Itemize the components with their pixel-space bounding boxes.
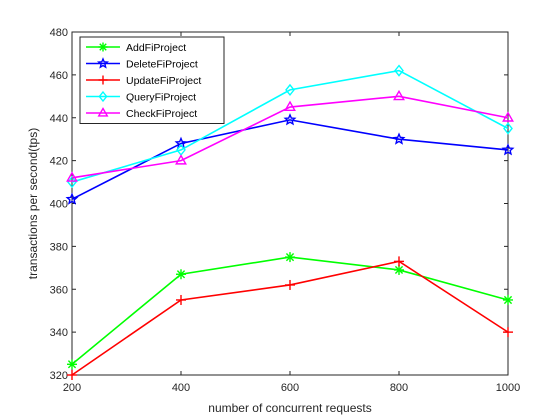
series-line: [71, 119, 509, 200]
data-point: [285, 252, 295, 263]
legend-label: CheckFiProject: [126, 108, 197, 120]
plus-marker: [98, 75, 108, 85]
series-CheckFiProject: [66, 89, 514, 182]
legend: AddFiProject DeleteFiProject UpdateFiProje…: [79, 36, 225, 124]
data-point: [175, 154, 187, 165]
legend-item: DeleteFiProject: [86, 57, 198, 71]
data-point: [393, 89, 405, 101]
data-point: [176, 269, 186, 280]
x-tick-label: 200: [63, 382, 81, 394]
diamond-marker: [394, 64, 404, 77]
diamond-marker: [285, 83, 295, 97]
diamond-marker: [98, 90, 108, 103]
x-axis-label: number of concurrent requests: [208, 401, 371, 415]
triangle-marker: [175, 154, 187, 165]
asterisk-marker: [98, 42, 108, 52]
legend-label: QueryFiProject: [126, 92, 196, 104]
data-point: [394, 256, 404, 267]
star-marker: [96, 57, 110, 69]
data-point: [392, 132, 406, 145]
y-tick-label: 420: [50, 156, 68, 168]
y-tick-label: 380: [50, 241, 68, 253]
y-tick-label: 460: [50, 70, 68, 82]
star-marker: [283, 113, 297, 126]
x-tick-label: 800: [390, 382, 408, 394]
asterisk-marker: [285, 252, 295, 263]
data-point: [283, 113, 297, 126]
y-tick-label: 480: [50, 27, 68, 39]
legend-label: DeleteFiProject: [126, 59, 198, 71]
legend-item: QueryFiProject: [86, 90, 196, 104]
data-point: [503, 327, 513, 338]
asterisk-marker: [394, 264, 404, 275]
data-point: [503, 122, 513, 135]
plus-marker: [67, 370, 77, 380]
series-AddFiProject: [67, 252, 513, 370]
triangle-marker: [284, 100, 296, 111]
star-marker: [65, 192, 79, 205]
plus-marker: [176, 294, 186, 305]
plus-marker: [285, 279, 295, 290]
plus-marker: [503, 327, 513, 338]
data-point: [176, 294, 186, 305]
data-point: [285, 279, 295, 290]
diamond-marker: [503, 122, 513, 135]
data-point: [503, 294, 513, 305]
data-point: [67, 359, 77, 370]
y-tick-label: 440: [50, 113, 68, 125]
y-tick-label: 340: [50, 327, 68, 339]
data-point: [285, 83, 295, 97]
data-point: [65, 192, 79, 205]
y-axis-ticks: 320 340 360 380 400 420 440 460 480: [50, 27, 508, 382]
star-marker: [501, 143, 515, 156]
data-point: [66, 171, 78, 182]
data-point: [394, 64, 404, 77]
y-tick-label: 360: [50, 284, 68, 296]
series-UpdateFiProject: [67, 256, 513, 380]
series-line: [71, 69, 509, 183]
legend-item: AddFiProject: [86, 42, 186, 54]
data-point: [501, 143, 515, 156]
legend-item: UpdateFiProject: [86, 75, 201, 87]
data-point: [502, 111, 514, 122]
star-marker: [392, 132, 406, 145]
asterisk-marker: [176, 269, 186, 280]
legend-label: UpdateFiProject: [126, 75, 201, 87]
asterisk-marker: [503, 294, 513, 305]
x-tick-label: 400: [172, 382, 190, 394]
plus-marker: [394, 256, 404, 267]
triangle-marker: [66, 171, 78, 182]
legend-label: AddFiProject: [126, 42, 186, 54]
data-point: [284, 100, 296, 111]
legend-item: CheckFiProject: [86, 107, 197, 120]
x-tick-label: 1000: [496, 382, 520, 394]
series-layer: [65, 64, 515, 380]
y-axis-label: transactions per second(tps): [26, 128, 40, 279]
asterisk-marker: [67, 359, 77, 370]
y-tick-label: 400: [50, 199, 68, 211]
triangle-marker: [97, 107, 109, 117]
triangle-marker: [393, 89, 405, 101]
triangle-marker: [502, 111, 514, 122]
x-tick-label: 600: [281, 382, 299, 394]
y-tick-label: 320: [50, 370, 68, 382]
data-point: [394, 264, 404, 275]
data-point: [67, 370, 77, 380]
series-line: [71, 95, 509, 179]
